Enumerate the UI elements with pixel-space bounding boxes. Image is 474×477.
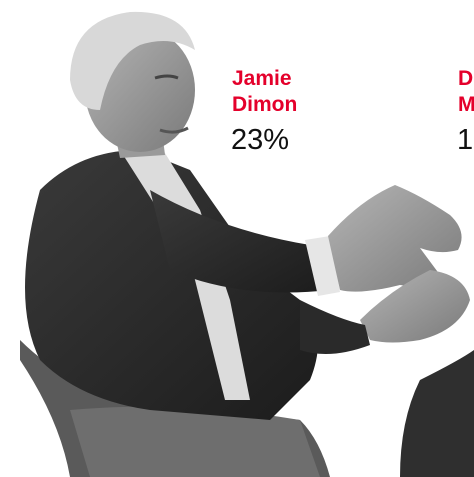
person-first-name: D xyxy=(458,67,474,90)
person-last-name: Dimon xyxy=(232,93,298,116)
person-percentage: 10 xyxy=(457,124,474,156)
person-first-name: Jamie xyxy=(232,67,292,90)
person-last-name: M xyxy=(458,93,474,116)
person-percentage: 23% xyxy=(231,124,290,156)
